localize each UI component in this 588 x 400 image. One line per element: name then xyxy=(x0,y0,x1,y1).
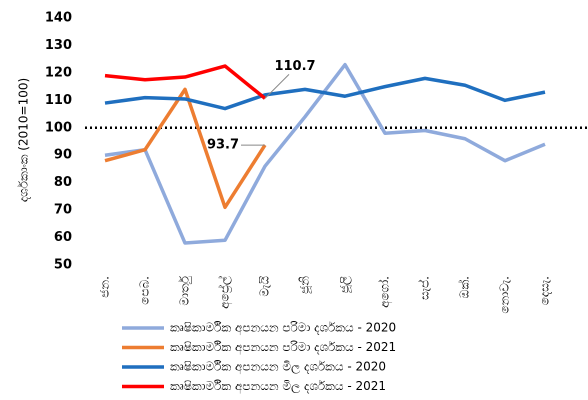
y-tick-label: 120 xyxy=(45,65,72,80)
x-tick-label: මාර්තු xyxy=(178,275,192,305)
x-tick-label: අප්‍රේල් xyxy=(217,276,232,309)
series-line xyxy=(104,76,546,111)
x-tick-label: ජූලි xyxy=(338,276,353,293)
y-tick-label: 70 xyxy=(54,203,72,218)
y-tick-label: 90 xyxy=(54,148,72,163)
legend-label: කෘෂිකාර්මික අපනයන මිල දර්ශකය - 2021 xyxy=(170,379,386,394)
x-tick-label: අගෝ. xyxy=(378,276,393,308)
y-tick-label: 130 xyxy=(45,38,72,53)
x-tick-label: ජන. xyxy=(98,276,112,298)
x-tick-label: නොවැ. xyxy=(498,276,512,314)
x-tick-label: ජූනි xyxy=(298,276,313,294)
x-tick-label: දෙසැ. xyxy=(538,276,552,305)
y-tick-label: 50 xyxy=(54,258,72,273)
x-tick-label: පෙබ. xyxy=(138,276,152,305)
leader-line xyxy=(264,74,290,99)
data-label: 93.7 xyxy=(207,138,239,153)
y-tick-label: 140 xyxy=(45,11,72,26)
legend-label: කෘෂිකාර්මික අපනයන පරිමා දර්ශකය - 2021 xyxy=(170,340,396,355)
y-tick-label: 60 xyxy=(54,230,72,245)
x-tick-label: සැප්. xyxy=(417,276,431,300)
x-tick-label: ඔක්. xyxy=(457,276,471,298)
legend-label: කෘෂිකාර්මික අපනයන පරිමා දර්ශකය - 2020 xyxy=(170,321,396,336)
y-tick-label: 110 xyxy=(45,93,72,108)
y-axis-label: දර්ශකාංක (2010=100) xyxy=(17,78,31,202)
y-tick-label: 80 xyxy=(54,175,72,190)
series-line xyxy=(104,62,546,245)
legend-label: කෘෂිකාර්මික අපනයන මිල දර්ශකය - 2020 xyxy=(170,360,386,375)
x-tick-label: මැයි xyxy=(258,276,272,297)
series-line xyxy=(104,64,267,100)
data-label: 110.7 xyxy=(274,59,315,74)
series-line xyxy=(104,87,267,210)
y-tick-label: 100 xyxy=(45,120,72,135)
